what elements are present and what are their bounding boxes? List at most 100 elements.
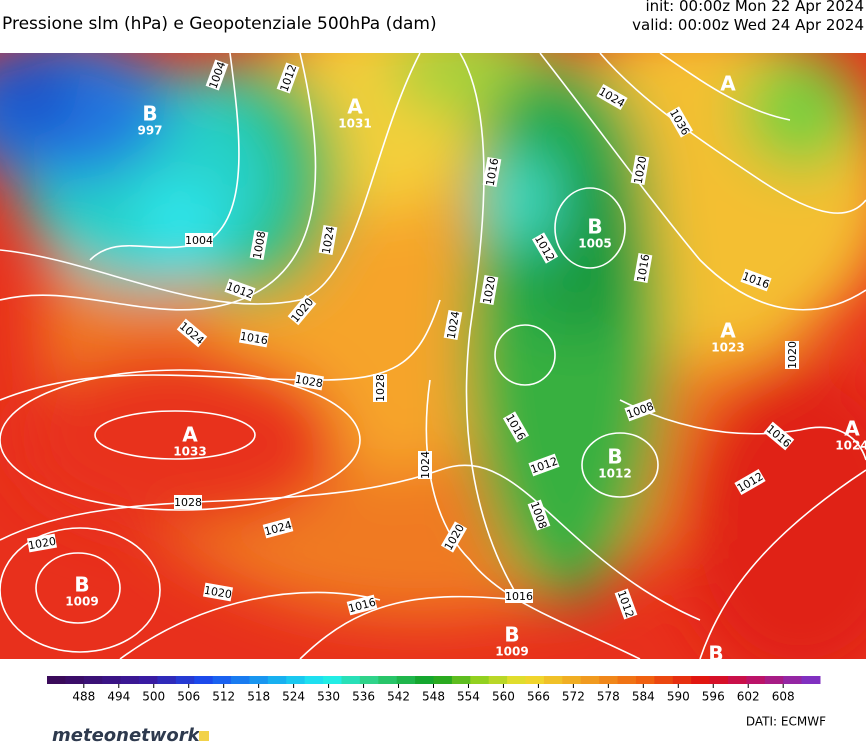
legend-cell [746, 676, 766, 684]
isobar-value: 1024 [320, 225, 338, 255]
label-box [176, 318, 208, 348]
legend-cell [396, 676, 416, 684]
label-box [624, 398, 656, 422]
legend-cell [47, 676, 66, 684]
label-box [482, 156, 502, 188]
isobar-value: 1024 [419, 451, 432, 479]
legend-cell [580, 676, 600, 684]
isobar-label: 1016 [505, 589, 533, 603]
center-value: 1024 [835, 439, 866, 453]
legend-cell [175, 676, 195, 684]
legend-cell [157, 676, 177, 684]
isobar-value: 1016 [239, 330, 269, 348]
label-box [633, 252, 653, 284]
legend-tick-label: 524 [282, 690, 305, 704]
center-value: 997 [137, 124, 162, 138]
isobar-value: 1024 [445, 310, 463, 340]
legend-cell [304, 676, 324, 684]
center-value: 1009 [495, 645, 528, 659]
legend-cell [599, 676, 619, 684]
center-letter: B [708, 642, 723, 666]
label-box [596, 83, 628, 111]
legend-cell [470, 676, 490, 684]
legend-cell [194, 676, 214, 684]
legend-tick-label: 506 [177, 690, 200, 704]
legend-cell [65, 676, 85, 684]
isobar-label: 1024 [443, 309, 463, 341]
legend-cell [249, 676, 269, 684]
legend-cell [635, 676, 655, 684]
label-box [238, 328, 270, 348]
legend-cell [231, 676, 250, 684]
legend-cell [672, 676, 692, 684]
legend-tick-label: 602 [737, 690, 760, 704]
legend-cell [543, 676, 563, 684]
isobar-value: 1020 [203, 584, 233, 602]
label-box [666, 106, 694, 138]
center-letter: A [720, 319, 736, 343]
isobar-label: 1012 [734, 468, 766, 496]
center-value: 1023 [711, 341, 744, 355]
isobars [0, 53, 866, 659]
label-box [318, 224, 338, 256]
legend-cell [415, 676, 434, 684]
label-box [26, 533, 58, 553]
legend-cell [507, 676, 527, 684]
label-box [287, 294, 317, 326]
label-box [262, 517, 294, 539]
label-box [443, 309, 463, 341]
legend-cell [488, 676, 508, 684]
isobar-label: 1020 [785, 341, 799, 369]
isobar-value: 1008 [251, 230, 269, 260]
isobar-label: 1020 [630, 154, 650, 185]
legend-cell [359, 676, 379, 684]
label-box [528, 453, 560, 477]
legend-tick-label: 500 [142, 690, 165, 704]
center-value: 1009 [65, 595, 98, 609]
isobar-label: 1016 [633, 252, 653, 284]
isobar-value: 1028 [374, 374, 387, 402]
legend-tick-label: 542 [387, 690, 410, 704]
footer: meteonetwork DATI: ECMWF [52, 715, 826, 745]
isobar-value: 1020 [786, 341, 799, 369]
legend-cell [433, 676, 453, 684]
isobar-label: 1020 [26, 533, 58, 553]
center-letter: A [182, 423, 198, 447]
center-letter: B [74, 573, 89, 597]
label-box [505, 589, 533, 603]
isobar-label: 1020 [479, 274, 498, 306]
legend-cell [267, 676, 287, 684]
isobar-value: 1020 [27, 535, 57, 553]
legend-tick-label: 488 [72, 690, 95, 704]
label-box [293, 371, 325, 391]
brand: meteonetwork [52, 725, 201, 745]
legend-tick-label: 560 [492, 690, 515, 704]
label-box [785, 341, 799, 369]
isobar-label: 1028 [373, 374, 387, 402]
legend-cell [783, 676, 803, 684]
label-box [740, 268, 772, 292]
legend-tick-label: 554 [457, 690, 480, 704]
label-box [527, 499, 551, 531]
legend-tick-label: 536 [352, 690, 375, 704]
legend-cell [764, 676, 784, 684]
legend-tick-label: 596 [702, 690, 725, 704]
center-value: 1031 [338, 117, 371, 131]
isobar-value: 1016 [635, 253, 653, 283]
isobar-label: 1004 [185, 233, 213, 247]
legend-tick-label: 584 [632, 690, 655, 704]
label-box [531, 232, 559, 264]
center-value: 1012 [598, 467, 631, 481]
center-letter: A [347, 95, 363, 119]
label-box [346, 594, 378, 616]
legend-tick-label: 518 [247, 690, 270, 704]
center-letter: B [504, 623, 519, 647]
isobar-label: 1020 [203, 582, 234, 602]
label-box [734, 468, 766, 496]
label-box [174, 495, 202, 509]
center-letter: B [142, 102, 157, 126]
label-box [418, 451, 432, 479]
